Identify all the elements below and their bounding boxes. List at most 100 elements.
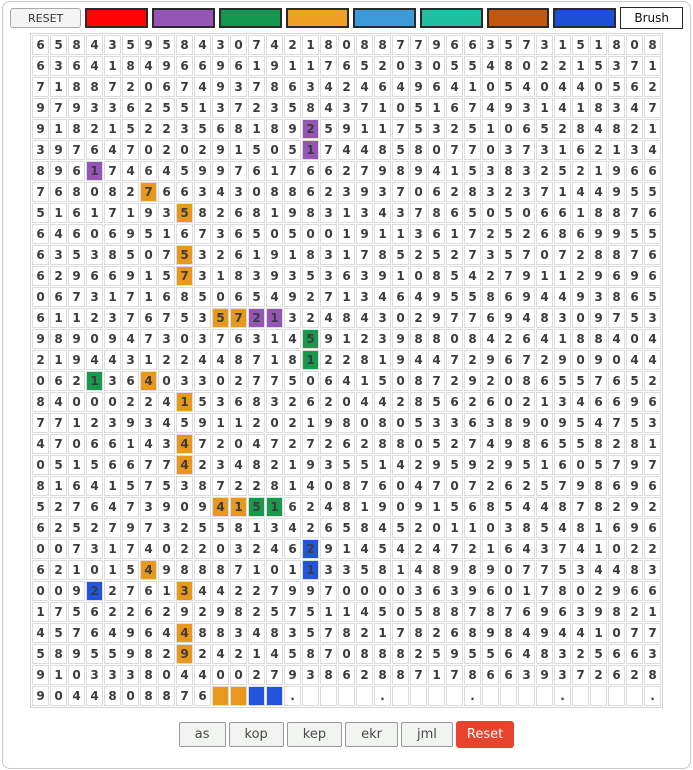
- grid-cell[interactable]: 7: [392, 623, 409, 643]
- grid-cell[interactable]: 7: [626, 203, 643, 223]
- grid-cell[interactable]: 6: [482, 665, 499, 685]
- grid-cell[interactable]: 4: [428, 350, 445, 370]
- grid-cell[interactable]: 8: [194, 623, 211, 643]
- grid-cell[interactable]: 2: [356, 665, 373, 685]
- grid-cell[interactable]: 4: [482, 434, 499, 454]
- grid-cell[interactable]: 6: [32, 308, 49, 328]
- grid-cell[interactable]: 2: [626, 539, 643, 559]
- grid-cell[interactable]: 3: [194, 245, 211, 265]
- grid-cell[interactable]: 8: [194, 476, 211, 496]
- grid-cell[interactable]: 8: [500, 623, 517, 643]
- grid-cell[interactable]: 6: [536, 371, 553, 391]
- grid-cell[interactable]: 6: [572, 140, 589, 160]
- grid-cell[interactable]: 8: [302, 245, 319, 265]
- grid-cell[interactable]: 2: [248, 308, 265, 328]
- grid-cell[interactable]: 1: [86, 203, 103, 223]
- grid-cell[interactable]: 7: [464, 245, 481, 265]
- grid-cell[interactable]: 2: [230, 581, 247, 601]
- grid-cell[interactable]: 5: [392, 518, 409, 538]
- grid-cell[interactable]: [248, 686, 265, 706]
- grid-cell[interactable]: [212, 686, 229, 706]
- grid-cell[interactable]: 7: [608, 413, 625, 433]
- grid-cell[interactable]: 6: [644, 266, 661, 286]
- grid-cell[interactable]: 9: [302, 455, 319, 475]
- grid-cell[interactable]: 1: [104, 119, 121, 139]
- grid-cell[interactable]: 8: [392, 665, 409, 685]
- grid-cell[interactable]: 3: [230, 539, 247, 559]
- grid-cell[interactable]: 3: [104, 98, 121, 118]
- grid-cell[interactable]: 7: [122, 308, 139, 328]
- grid-cell[interactable]: 8: [482, 497, 499, 517]
- grid-cell[interactable]: 2: [410, 245, 427, 265]
- grid-cell[interactable]: 8: [230, 518, 247, 538]
- grid-cell[interactable]: 4: [176, 623, 193, 643]
- grid-cell[interactable]: 7: [68, 140, 85, 160]
- grid-cell[interactable]: 2: [410, 539, 427, 559]
- grid-cell[interactable]: 4: [176, 455, 193, 475]
- grid-cell[interactable]: 2: [482, 371, 499, 391]
- grid-cell[interactable]: 1: [536, 392, 553, 412]
- grid-cell[interactable]: 1: [572, 56, 589, 76]
- grid-cell[interactable]: 2: [464, 539, 481, 559]
- grid-cell[interactable]: 1: [68, 560, 85, 580]
- grid-cell[interactable]: 2: [464, 350, 481, 370]
- grid-cell[interactable]: 8: [374, 665, 391, 685]
- grid-cell[interactable]: 6: [626, 77, 643, 97]
- grid-cell[interactable]: 4: [644, 140, 661, 160]
- grid-cell[interactable]: [608, 686, 625, 706]
- grid-cell[interactable]: 1: [122, 203, 139, 223]
- grid-cell[interactable]: 9: [464, 371, 481, 391]
- grid-cell[interactable]: 5: [68, 602, 85, 622]
- grid-cell[interactable]: 2: [590, 581, 607, 601]
- grid-cell[interactable]: 8: [176, 35, 193, 55]
- grid-cell[interactable]: 6: [536, 224, 553, 244]
- grid-cell[interactable]: 3: [104, 371, 121, 391]
- grid-cell[interactable]: 6: [644, 518, 661, 538]
- grid-cell[interactable]: 0: [410, 266, 427, 286]
- grid-cell[interactable]: 9: [68, 98, 85, 118]
- grid-cell[interactable]: 8: [140, 665, 157, 685]
- grid-cell[interactable]: 5: [464, 644, 481, 664]
- grid-cell[interactable]: 4: [50, 392, 67, 412]
- grid-cell[interactable]: 9: [104, 329, 121, 349]
- grid-cell[interactable]: 5: [194, 119, 211, 139]
- grid-cell[interactable]: 3: [104, 35, 121, 55]
- grid-cell[interactable]: 0: [338, 581, 355, 601]
- grid-cell[interactable]: 3: [212, 35, 229, 55]
- grid-cell[interactable]: 0: [392, 56, 409, 76]
- grid-cell[interactable]: 4: [104, 497, 121, 517]
- grid-cell[interactable]: 5: [302, 623, 319, 643]
- grid-cell[interactable]: 0: [590, 77, 607, 97]
- grid-cell[interactable]: 6: [230, 224, 247, 244]
- grid-cell[interactable]: 1: [176, 392, 193, 412]
- grid-cell[interactable]: 8: [230, 119, 247, 139]
- grid-cell[interactable]: 3: [356, 287, 373, 307]
- grid-cell[interactable]: 4: [356, 539, 373, 559]
- grid-cell[interactable]: 7: [410, 203, 427, 223]
- grid-cell[interactable]: 4: [644, 329, 661, 349]
- grid-cell[interactable]: 0: [302, 371, 319, 391]
- grid-cell[interactable]: 6: [482, 581, 499, 601]
- grid-cell[interactable]: 3: [302, 77, 319, 97]
- grid-cell[interactable]: 3: [284, 308, 301, 328]
- grid-cell[interactable]: 4: [158, 623, 175, 643]
- grid-cell[interactable]: 6: [32, 560, 49, 580]
- grid-cell[interactable]: 6: [554, 602, 571, 622]
- grid-cell[interactable]: 3: [212, 392, 229, 412]
- grid-cell[interactable]: 5: [518, 455, 535, 475]
- grid-cell[interactable]: 9: [284, 119, 301, 139]
- grid-cell[interactable]: 4: [158, 161, 175, 181]
- grid-cell[interactable]: 6: [644, 476, 661, 496]
- grid-cell[interactable]: 4: [626, 98, 643, 118]
- grid-cell[interactable]: 2: [50, 497, 67, 517]
- kep-button[interactable]: kep: [286, 722, 343, 747]
- grid-cell[interactable]: 8: [464, 182, 481, 202]
- grid-cell[interactable]: 2: [158, 350, 175, 370]
- grid-cell[interactable]: 1: [374, 98, 391, 118]
- grid-cell[interactable]: 3: [446, 581, 463, 601]
- grid-cell[interactable]: 2: [248, 602, 265, 622]
- grid-cell[interactable]: 9: [374, 497, 391, 517]
- grid-cell[interactable]: 7: [230, 308, 247, 328]
- grid-cell[interactable]: 4: [554, 77, 571, 97]
- grid-cell[interactable]: 6: [194, 686, 211, 706]
